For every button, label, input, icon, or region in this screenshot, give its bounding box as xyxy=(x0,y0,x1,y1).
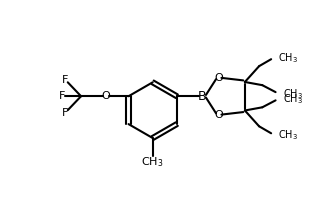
Text: CH$_3$: CH$_3$ xyxy=(283,92,302,106)
Text: O: O xyxy=(101,91,110,101)
Text: CH$_3$: CH$_3$ xyxy=(278,128,298,142)
Text: CH$_3$: CH$_3$ xyxy=(283,87,302,101)
Text: F: F xyxy=(62,75,68,85)
Text: CH$_3$: CH$_3$ xyxy=(142,155,164,169)
Text: O: O xyxy=(214,110,223,120)
Text: O: O xyxy=(214,73,223,83)
Text: CH$_3$: CH$_3$ xyxy=(278,51,298,64)
Text: F: F xyxy=(59,91,65,101)
Text: F: F xyxy=(62,108,68,118)
Text: B: B xyxy=(198,90,206,103)
